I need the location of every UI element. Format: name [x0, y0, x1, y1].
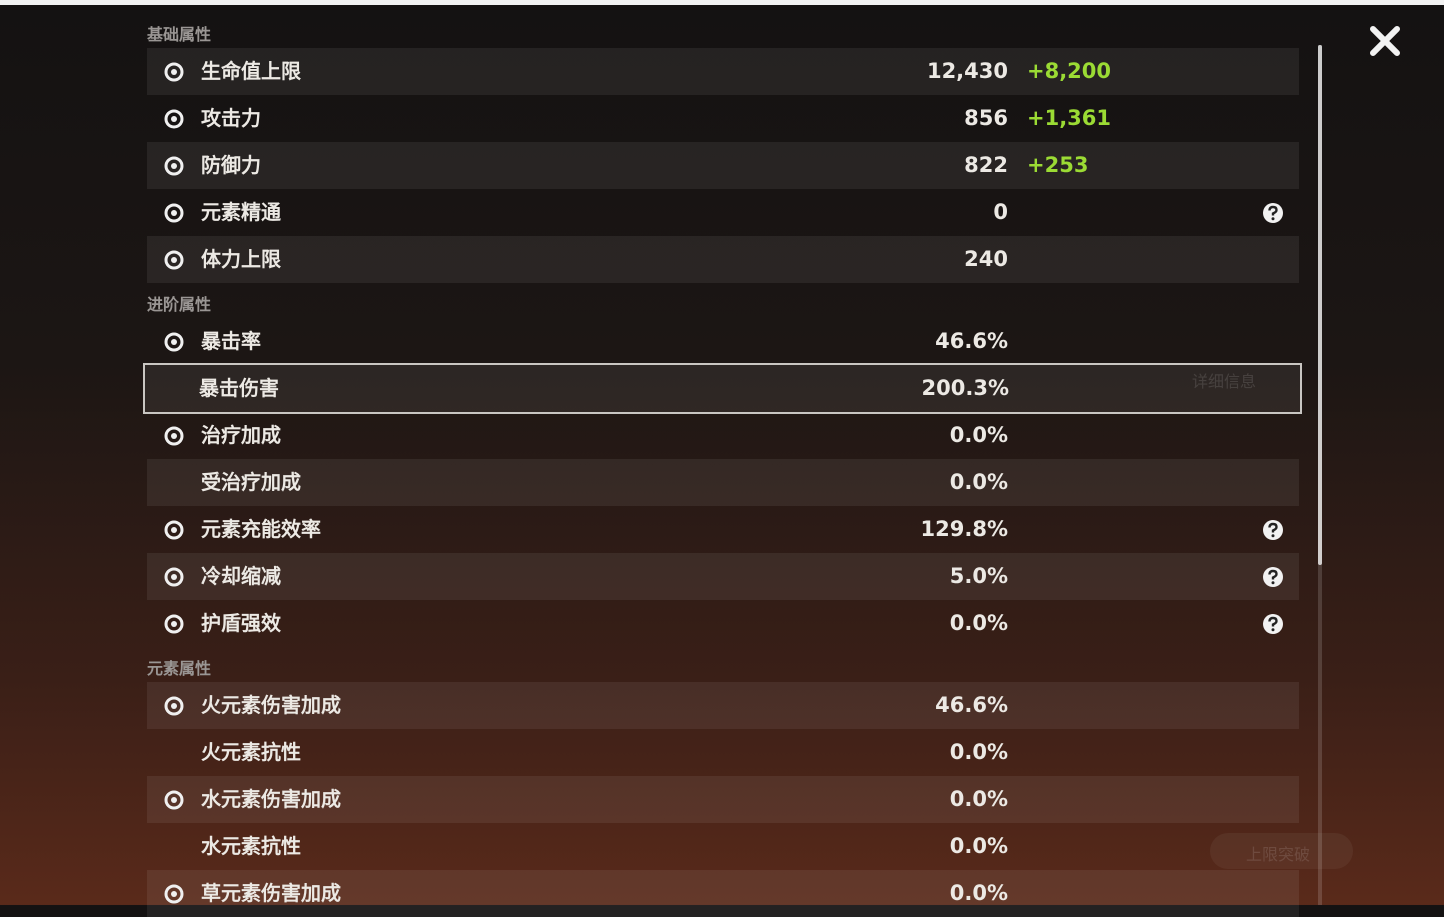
stat-value: 240: [964, 247, 1008, 271]
stat-icon: [164, 520, 184, 540]
stat-value: 0.0%: [949, 740, 1008, 764]
stat-icon: [164, 696, 184, 716]
stat-value: 46.6%: [935, 329, 1008, 353]
close-icon: [1370, 26, 1400, 56]
stat-row: 水元素抗性 0.0%: [147, 823, 1299, 870]
stat-value: 5.0%: [949, 564, 1008, 588]
stat-row[interactable]: 暴击伤害 200.3%: [143, 363, 1302, 414]
stat-row: 受治疗加成 0.0%: [147, 459, 1299, 506]
stat-label: 生命值上限: [201, 59, 301, 83]
stat-label: 水元素伤害加成: [201, 787, 341, 811]
bg-ascend: 上限突破: [1246, 845, 1311, 864]
stat-bonus: +253: [1027, 153, 1089, 177]
stat-icon: [164, 567, 184, 587]
stat-row: 火元素抗性 0.0%: [147, 729, 1299, 776]
stat-value: 856: [964, 106, 1008, 130]
stat-row: 护盾强效 0.0%: [147, 600, 1299, 647]
bg-button: 上限突破: [1210, 833, 1353, 869]
close-button[interactable]: [1368, 24, 1402, 58]
section-title: 进阶属性: [147, 295, 212, 314]
stat-value: 0: [993, 200, 1008, 224]
stat-row: 体力上限 240: [147, 236, 1299, 283]
stat-icon: [164, 250, 184, 270]
stat-icon: [164, 614, 184, 634]
help-icon[interactable]: [1262, 202, 1284, 224]
stat-value: 0.0%: [949, 423, 1008, 447]
stat-bonus: +1,361: [1027, 106, 1112, 130]
stat-label: 治疗加成: [201, 423, 281, 447]
stat-row: 冷却缩减 5.0%: [147, 553, 1299, 600]
stat-label: 暴击伤害: [199, 376, 279, 400]
stat-value: 822: [964, 153, 1008, 177]
stat-label: 受治疗加成: [201, 470, 301, 494]
stat-icon: [164, 790, 184, 810]
stat-label: 火元素伤害加成: [201, 693, 341, 717]
stat-value: 0.0%: [949, 834, 1008, 858]
stat-label: 护盾强效: [201, 611, 281, 635]
stat-bonus: +8,200: [1027, 59, 1112, 83]
stat-value: 0.0%: [949, 470, 1008, 494]
stat-label: 元素充能效率: [201, 517, 321, 541]
stat-row: 攻击力 856 +1,361: [147, 95, 1299, 142]
stat-row: 元素充能效率 129.8%: [147, 506, 1299, 553]
stat-row: 治疗加成 0.0%: [147, 412, 1299, 459]
stat-label: 体力上限: [201, 247, 281, 271]
help-icon[interactable]: [1262, 566, 1284, 588]
stat-value: 0.0%: [949, 787, 1008, 811]
stat-row: 草元素伤害加成 0.0%: [147, 870, 1299, 917]
stat-label: 火元素抗性: [201, 740, 301, 764]
stat-value: 12,430: [926, 59, 1008, 83]
scroll-thumb[interactable]: [1318, 45, 1322, 565]
top-border: [0, 0, 1444, 5]
stat-row: 生命值上限 12,430 +8,200: [147, 48, 1299, 95]
stat-icon: [164, 62, 184, 82]
stat-row: 防御力 822 +253: [147, 142, 1299, 189]
stat-label: 攻击力: [201, 106, 261, 130]
stat-value: 0.0%: [949, 611, 1008, 635]
stat-value: 129.8%: [920, 517, 1008, 541]
stat-label: 防御力: [201, 153, 261, 177]
stat-icon: [164, 332, 184, 352]
stat-label: 草元素伤害加成: [201, 881, 341, 905]
stat-label: 水元素抗性: [201, 834, 301, 858]
stat-label: 暴击率: [201, 329, 261, 353]
help-icon[interactable]: [1262, 613, 1284, 635]
stat-row: 元素精通 0: [147, 189, 1299, 236]
stat-value: 200.3%: [921, 376, 1009, 400]
section-title: 基础属性: [147, 25, 212, 44]
stat-row: 火元素伤害加成 46.6%: [147, 682, 1299, 729]
stat-icon: [164, 109, 184, 129]
stat-icon: [164, 884, 184, 904]
stat-value: 46.6%: [935, 693, 1008, 717]
stat-icon: [164, 426, 184, 446]
stat-label: 元素精通: [201, 200, 281, 224]
stat-row: 暴击率 46.6%: [147, 318, 1299, 365]
stat-row: 水元素伤害加成 0.0%: [147, 776, 1299, 823]
stat-icon: [164, 203, 184, 223]
section-title: 元素属性: [147, 659, 212, 678]
bg-detail: 详细信息: [1192, 372, 1257, 391]
stat-label: 冷却缩减: [201, 564, 281, 588]
help-icon[interactable]: [1262, 519, 1284, 541]
stat-icon: [164, 156, 184, 176]
stat-value: 0.0%: [949, 881, 1008, 905]
